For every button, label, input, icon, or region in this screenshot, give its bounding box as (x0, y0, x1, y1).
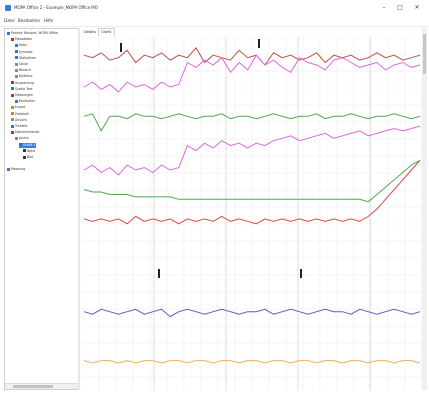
tree-node-icon (11, 118, 14, 122)
scroll-thumb[interactable] (13, 385, 53, 388)
tree-item[interactable]: Statistiken (15, 56, 36, 61)
menu-datei[interactable]: Datei (4, 18, 15, 23)
menu-bar: Datei Bearbeiten Hilfe (0, 16, 429, 27)
tree-node-icon (11, 105, 14, 109)
tree-node-icon (11, 93, 14, 97)
tree-item[interactable]: Patient: Beispiel, MOPA Office (7, 31, 58, 36)
scroll-thumb[interactable] (423, 34, 426, 74)
menu-bearbeiten[interactable]: Bearbeiten (18, 18, 40, 23)
close-button[interactable]: ✕ (414, 4, 420, 11)
menu-hilfe[interactable]: Hilfe (44, 18, 54, 23)
tree-item-label: Grafik 1 (23, 142, 36, 147)
tree-item-label: Ansicht (15, 117, 27, 122)
tree-item-label: Notiz (27, 148, 36, 153)
tree-item-label: Messung (11, 167, 26, 172)
minimize-button[interactable]: – (382, 4, 386, 11)
tree-item-label: Patient: Beispiel, MOPA Office (11, 31, 59, 35)
series-line-8 (83, 360, 421, 364)
tree-node-icon (15, 136, 18, 140)
tree-node-icon (7, 167, 10, 171)
app-icon (5, 5, 11, 11)
window-title: MOPA Office 2 - Example_MOPA Office MO (14, 5, 98, 10)
series-line-4 (83, 125, 421, 176)
tree-item[interactable]: Messung (7, 167, 25, 172)
tree-item[interactable]: Grafik 1 (19, 142, 36, 148)
series-line-2 (83, 54, 421, 93)
navigation-tree[interactable]: Patient: Beispiel, MOPA Office Messdaten A… (4, 28, 79, 390)
tree-node-icon (11, 87, 14, 91)
tree-node-icon (15, 62, 18, 66)
tree-node-icon (15, 99, 18, 103)
tree-node-icon (7, 31, 10, 35)
tree-item-label: Bild (27, 155, 33, 159)
tree-item[interactable]: Bild (23, 155, 33, 160)
tab-grafik[interactable]: Grafik (98, 28, 115, 36)
tree-node-icon (11, 112, 14, 116)
tree-item-label: Aktiv (19, 43, 28, 48)
tree-item[interactable]: Aktiv (15, 43, 27, 48)
tree-item[interactable]: Kontrollen (15, 99, 35, 104)
tree-item[interactable]: Synkope (15, 50, 33, 55)
tree-item-label: Kontrollen (19, 99, 36, 104)
tree-node-icon (19, 143, 22, 147)
tree-item-label: Archiv (19, 136, 29, 141)
tree-item[interactable]: Dokumentation (11, 130, 40, 135)
tree-item[interactable]: Bereich (15, 68, 31, 73)
event-marker (158, 269, 160, 278)
title-bar: MOPA Office 2 - Example_MOPA Office MO –… (0, 0, 429, 17)
tab-details[interactable]: Details (84, 30, 97, 34)
tree-item-label: Messungen (15, 93, 34, 97)
tree-item-label: Export (15, 105, 26, 110)
vertical-scrollbar[interactable] (422, 28, 427, 390)
series-line-1 (83, 47, 421, 66)
tree-item-label: Quelle Text (15, 86, 33, 91)
tree-node-icon (15, 68, 18, 72)
pane-splitter[interactable] (78, 28, 80, 390)
tree-item[interactable]: Export (11, 105, 25, 110)
tree-item[interactable]: Transfer (11, 124, 28, 129)
signal-plot (82, 37, 422, 391)
tree-node-icon (15, 56, 18, 60)
tree-node-icon (15, 74, 18, 78)
tree-item-label: Transfer (15, 124, 28, 128)
tree-item-label: Bereich (19, 68, 32, 73)
tree-node-icon (11, 81, 14, 85)
tree-item[interactable]: Quelle Text (11, 87, 33, 92)
maximize-button[interactable]: □ (397, 4, 403, 11)
tree-horizontal-scrollbar[interactable] (5, 383, 78, 389)
tree-node-icon (11, 124, 14, 128)
tree-item[interactable]: Protokoll (11, 112, 29, 117)
tree-node-icon (15, 43, 18, 47)
series-line-3 (83, 113, 421, 132)
tree-item[interactable]: Notiz (23, 149, 35, 154)
tree-node-icon (11, 37, 14, 41)
event-marker (300, 269, 302, 278)
tree-item[interactable]: Säule (15, 62, 28, 67)
tree-node-icon (15, 50, 18, 54)
tree-item-label: Protokoll (15, 111, 29, 116)
tree-item-label: Statistiken (19, 55, 36, 60)
event-marker (120, 43, 122, 52)
tree-item-label: Auswertung (15, 80, 35, 85)
tree-node-icon (23, 155, 26, 159)
series-line-7 (83, 308, 421, 318)
tree-item-label: Synkope (19, 49, 33, 54)
tree-item-label: Dokumentation (15, 130, 40, 135)
tree-node-icon (23, 149, 26, 153)
tree-item[interactable]: Ansicht (11, 118, 27, 123)
series-line-6 (83, 159, 421, 225)
tree-item[interactable]: Kollektiv (15, 74, 32, 79)
tree-item[interactable]: Archiv (15, 136, 29, 141)
tree-item-label: Säule (19, 62, 28, 66)
tree-item-label: Kollektiv (19, 74, 33, 79)
series-line-5 (83, 159, 421, 203)
tree-item[interactable]: Auswertung (11, 81, 34, 86)
tree-item[interactable]: Messungen (11, 93, 33, 98)
tree-item[interactable]: Messdaten (11, 37, 32, 42)
tree-item-label: Messdaten (15, 37, 33, 42)
event-marker (258, 39, 260, 48)
tree-node-icon (11, 130, 14, 134)
